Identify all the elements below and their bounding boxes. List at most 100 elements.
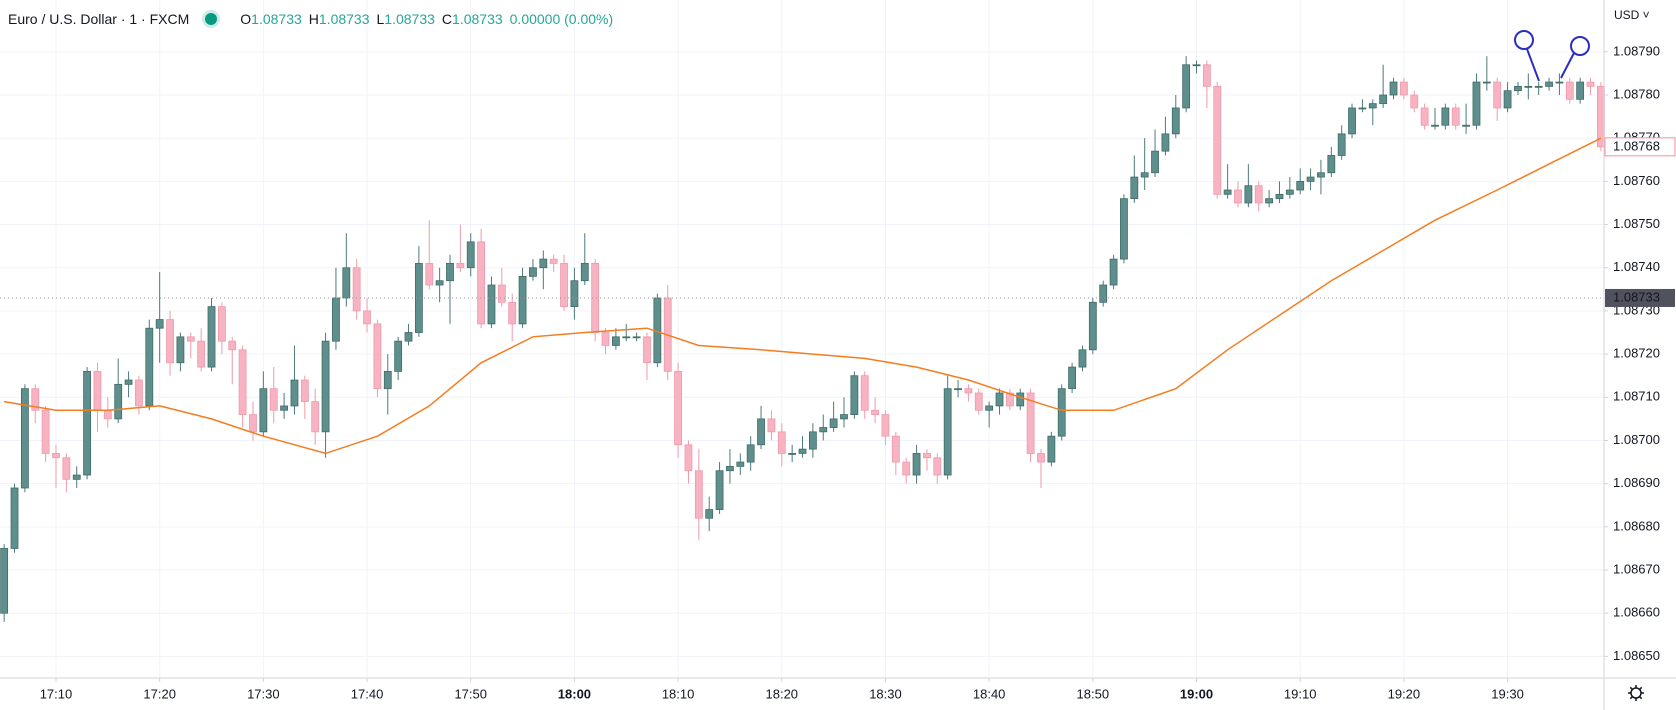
x-tick-label: 18:10 (662, 686, 695, 701)
annotation-circle[interactable] (1514, 30, 1534, 50)
last-price-label: 1.08768 (1613, 138, 1660, 153)
candle-body (197, 340, 206, 368)
candle-body (705, 509, 714, 519)
candle-body (155, 319, 164, 329)
x-tick-label: 17:30 (247, 686, 280, 701)
candle-body (321, 340, 330, 433)
ohlc-label: H (308, 11, 319, 27)
candle-body (1047, 435, 1056, 463)
ohlc-value: 1.08733 (384, 11, 435, 27)
annotation-circle[interactable] (1570, 36, 1590, 56)
y-tick-label: 1.08790 (1613, 43, 1660, 58)
ohlc-label: O (240, 11, 252, 27)
candle-body (1451, 107, 1460, 126)
candle-body (135, 379, 143, 407)
candle-body (871, 409, 879, 415)
candle-body (508, 301, 517, 325)
candle-body (1099, 284, 1108, 303)
candle-body (414, 263, 423, 333)
ohlc-values: O1.08733 H1.08733 L1.08733 C1.08733 (233, 11, 502, 27)
currency-label[interactable]: USD (1614, 8, 1640, 22)
candle-body (20, 388, 29, 489)
candle-body (860, 375, 869, 411)
candle-body (228, 340, 237, 351)
y-tick-label: 1.08760 (1613, 173, 1660, 188)
candle-body (726, 465, 734, 472)
candle-body (394, 340, 403, 372)
crosshair-price-tag (1605, 288, 1675, 307)
crosshair-price-label: 1.08733 (1613, 289, 1660, 304)
candle-body (176, 336, 185, 364)
candle-body (1503, 90, 1512, 109)
x-tick-label: 18:00 (558, 686, 591, 701)
candle-body (477, 241, 485, 325)
candle-body (1161, 133, 1170, 152)
annotation-drawing[interactable] (1514, 30, 1590, 82)
candle-body (166, 319, 174, 364)
candle-body (1223, 189, 1232, 195)
candle-body (259, 388, 268, 433)
candle-body (31, 388, 40, 411)
candle-body (757, 418, 765, 446)
candle-body (1410, 94, 1419, 109)
candle-body (1493, 81, 1502, 109)
gear-teeth[interactable] (1628, 685, 1644, 701)
annotation-line[interactable] (1560, 52, 1575, 79)
candle-body (1596, 85, 1605, 148)
candle-body (269, 388, 278, 411)
candle-body (995, 392, 1004, 407)
candle-body (850, 375, 859, 415)
x-tick-label: 19:20 (1388, 686, 1421, 701)
annotation-line[interactable] (1526, 48, 1540, 82)
settings-icon[interactable] (1628, 685, 1644, 701)
y-tick-label: 1.08680 (1613, 518, 1660, 533)
candle-body (788, 453, 797, 455)
candle-body (363, 310, 371, 325)
candle-body (1192, 64, 1201, 67)
candle-body (1545, 81, 1553, 87)
candle-body (466, 241, 475, 269)
candle-body (643, 336, 651, 364)
candle-body (974, 392, 983, 411)
candle-body (684, 444, 693, 472)
candle-body (1389, 81, 1398, 96)
y-tick-label: 1.08720 (1613, 346, 1660, 361)
candle-body (1078, 349, 1087, 368)
candle-body (0, 548, 9, 614)
candle-body (1420, 107, 1429, 126)
candle-body (446, 263, 454, 282)
ohlc-value: 1.08733 (318, 11, 370, 27)
y-tick-label: 1.08670 (1613, 561, 1660, 576)
candle-body (902, 461, 911, 476)
candle-body (1130, 176, 1139, 200)
candle-body (1576, 81, 1585, 100)
candle-body (601, 332, 610, 346)
candle-body (1171, 107, 1180, 135)
candle-body (1306, 176, 1315, 182)
candle-body (1482, 81, 1491, 84)
candle-body (1057, 388, 1066, 437)
market-status-dot (205, 13, 218, 25)
candle-body (456, 263, 465, 269)
ohlc-value: 1.08733 (452, 11, 503, 27)
candle-body (881, 414, 890, 437)
candle-body (539, 258, 548, 269)
x-tick-label: 17:20 (143, 686, 176, 701)
candle-body (964, 388, 973, 394)
candle-body (145, 327, 154, 407)
candle-body (580, 263, 589, 282)
currency-selector[interactable]: USD ˅ (1614, 8, 1650, 22)
candle-body (1399, 81, 1408, 96)
x-tick-label: 19:10 (1284, 686, 1317, 701)
candle-body (1182, 64, 1191, 109)
candle-body (487, 284, 496, 325)
candle-body (1265, 198, 1273, 204)
candle-body (923, 453, 931, 459)
x-tick-label: 19:00 (1180, 686, 1213, 701)
candle-body (114, 383, 123, 420)
candle-body (1026, 392, 1035, 454)
candle-body (1462, 124, 1470, 127)
candle-body (1348, 107, 1356, 135)
